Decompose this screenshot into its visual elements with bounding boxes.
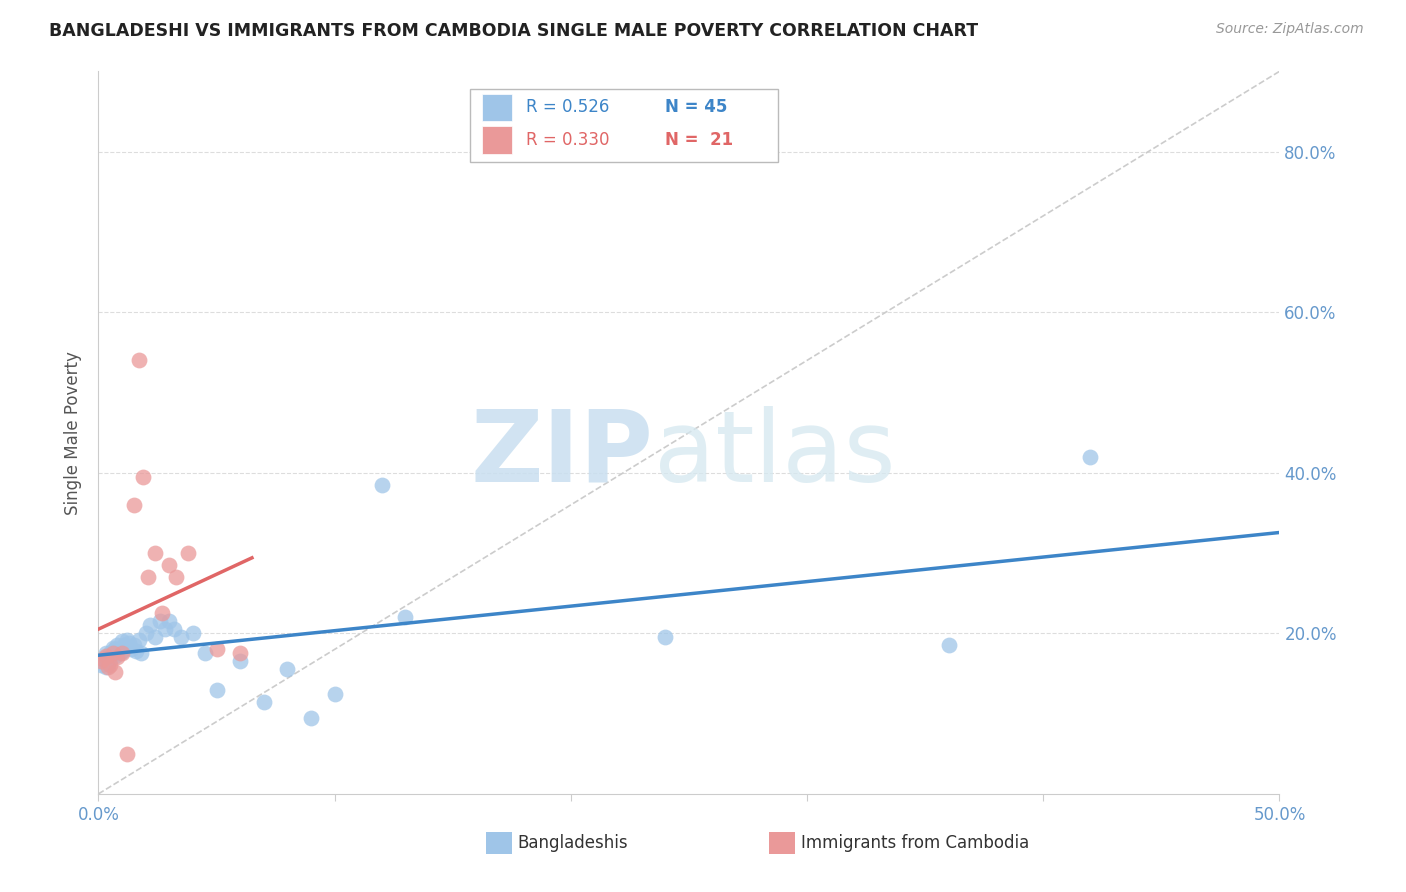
Point: [128, 353, 150, 368]
Point: [150, 607, 173, 621]
Point: [165, 570, 187, 584]
Point: [170, 630, 193, 644]
Point: [323, 687, 346, 701]
Point: [115, 747, 138, 761]
Point: [98, 646, 121, 660]
Bar: [486, 832, 512, 854]
Point: [938, 639, 960, 653]
Point: [101, 644, 124, 658]
Point: [143, 546, 166, 560]
Point: [111, 644, 134, 658]
Text: Bangladeshis: Bangladeshis: [517, 834, 628, 852]
Point: [91, 652, 114, 666]
Point: [139, 618, 162, 632]
Point: [153, 623, 176, 637]
Point: [118, 636, 141, 650]
Point: [229, 655, 252, 669]
Point: [132, 469, 155, 483]
Point: [229, 646, 252, 660]
Point: [97, 650, 120, 665]
Point: [654, 630, 676, 644]
Text: Source: ZipAtlas.com: Source: ZipAtlas.com: [1216, 22, 1364, 37]
Point: [98, 652, 121, 666]
Point: [105, 650, 128, 665]
Point: [90, 655, 112, 669]
Point: [125, 644, 148, 658]
Point: [97, 660, 120, 674]
Point: [98, 658, 121, 673]
Bar: [482, 94, 512, 121]
Point: [128, 632, 150, 647]
Text: atlas: atlas: [654, 406, 896, 503]
Bar: [769, 832, 796, 854]
Point: [177, 546, 200, 560]
Point: [299, 710, 322, 724]
Text: R = 0.330: R = 0.330: [526, 131, 609, 149]
Point: [276, 662, 298, 676]
Point: [253, 694, 276, 708]
Point: [157, 614, 180, 628]
Bar: [482, 127, 512, 153]
Point: [1080, 450, 1102, 464]
Text: BANGLADESHI VS IMMIGRANTS FROM CAMBODIA SINGLE MALE POVERTY CORRELATION CHART: BANGLADESHI VS IMMIGRANTS FROM CAMBODIA …: [49, 22, 979, 40]
Point: [181, 626, 204, 640]
Point: [101, 646, 124, 660]
Text: N =  21: N = 21: [665, 131, 734, 149]
Point: [194, 646, 217, 660]
Point: [129, 646, 152, 660]
Point: [136, 570, 159, 584]
Point: [104, 648, 127, 663]
Text: Immigrants from Cambodia: Immigrants from Cambodia: [801, 834, 1029, 852]
Text: N = 45: N = 45: [665, 98, 728, 117]
Point: [105, 639, 128, 653]
Point: [163, 623, 186, 637]
Point: [143, 630, 166, 644]
Point: [104, 665, 127, 679]
Point: [394, 610, 416, 624]
Point: [91, 655, 114, 669]
Point: [149, 614, 172, 628]
Point: [90, 658, 112, 673]
Y-axis label: Single Male Poverty: Single Male Poverty: [65, 351, 83, 515]
Point: [94, 646, 117, 660]
Point: [111, 634, 134, 648]
Point: [122, 498, 145, 512]
Point: [104, 642, 127, 657]
Point: [121, 642, 143, 657]
Point: [122, 639, 145, 653]
Point: [371, 478, 394, 492]
Point: [97, 657, 120, 671]
Text: ZIP: ZIP: [471, 406, 654, 503]
Text: R = 0.526: R = 0.526: [526, 98, 609, 117]
Point: [101, 640, 124, 655]
Point: [112, 639, 135, 653]
Point: [157, 558, 180, 573]
Point: [108, 646, 131, 660]
Point: [115, 632, 138, 647]
Point: [111, 646, 134, 660]
Point: [205, 682, 228, 697]
Point: [94, 648, 117, 663]
Point: [205, 642, 228, 657]
FancyBboxPatch shape: [471, 89, 778, 161]
Point: [94, 660, 117, 674]
Point: [135, 626, 157, 640]
